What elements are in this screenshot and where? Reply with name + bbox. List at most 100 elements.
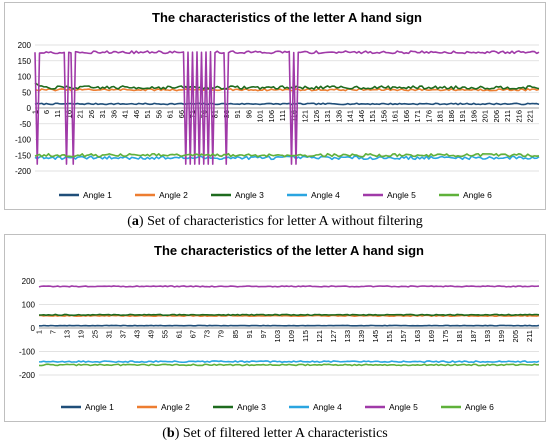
x-tick-label: 81 xyxy=(211,110,220,118)
x-tick-label: 201 xyxy=(481,110,490,123)
x-tick-label: 196 xyxy=(469,110,478,123)
y-tick-label: -150 xyxy=(15,151,32,160)
x-tick-label: 101 xyxy=(256,110,265,123)
y-tick-label: 150 xyxy=(18,57,32,66)
x-tick-label: 175 xyxy=(441,330,450,343)
x-tick-label: 151 xyxy=(368,110,377,123)
series-line-angle-3 xyxy=(38,313,540,317)
x-tick-label: 31 xyxy=(105,330,114,338)
chart-b-frame: The characteristics of the letter A hand… xyxy=(4,234,546,422)
y-tick-label: 50 xyxy=(22,88,31,97)
x-tick-label: 205 xyxy=(511,330,520,343)
x-tick-label: 103 xyxy=(273,330,282,343)
x-tick-label: 41 xyxy=(121,110,130,118)
chart-b: The characteristics of the letter A hand… xyxy=(19,243,540,412)
x-tick-label: 79 xyxy=(217,330,226,338)
x-tick-label: 66 xyxy=(177,110,186,118)
series-line-angle-3 xyxy=(34,82,540,90)
x-tick-label: 85 xyxy=(231,330,240,338)
x-tick-label: 21 xyxy=(76,110,85,118)
x-tick-label: 199 xyxy=(497,330,506,343)
figure-panel-b: The characteristics of the letter A hand… xyxy=(0,232,550,446)
x-tick-label: 161 xyxy=(391,110,400,123)
x-tick-label: 127 xyxy=(329,330,338,343)
x-tick-label: 11 xyxy=(53,110,62,118)
y-tick-label: 100 xyxy=(18,73,32,82)
x-tick-label: 211 xyxy=(525,330,534,342)
x-tick-label: 115 xyxy=(301,330,310,342)
x-tick-label: 163 xyxy=(413,330,422,343)
series-line-angle-5 xyxy=(38,285,540,288)
x-tick-label: 211 xyxy=(503,110,512,122)
x-tick-label: 157 xyxy=(399,330,408,343)
x-tick-label: 109 xyxy=(287,330,296,343)
x-tick-label: 181 xyxy=(436,110,445,123)
x-tick-label: 96 xyxy=(244,110,253,118)
y-tick-label: 0 xyxy=(27,104,32,113)
x-tick-label: 139 xyxy=(357,330,366,343)
x-tick-label: 151 xyxy=(385,330,394,343)
x-tick-label: 86 xyxy=(222,110,231,118)
x-tick-label: 186 xyxy=(447,110,456,123)
caption-a-text: Set of characteristics for letter A with… xyxy=(147,214,423,229)
x-tick-label: 46 xyxy=(132,110,141,118)
x-tick-label: 61 xyxy=(175,330,184,338)
x-tick-label: 193 xyxy=(483,330,492,343)
legend-label: Angle 2 xyxy=(161,402,190,412)
x-tick-label: 73 xyxy=(203,330,212,338)
x-tick-label: 37 xyxy=(119,330,128,338)
x-tick-label: 26 xyxy=(87,110,96,118)
x-tick-label: 181 xyxy=(455,330,464,343)
series-line-angle-5 xyxy=(34,50,540,165)
series-line-angle-4 xyxy=(38,360,540,364)
x-tick-label: 156 xyxy=(379,110,388,123)
y-tick-label: -200 xyxy=(15,167,32,176)
x-tick-label: 111 xyxy=(278,110,287,121)
x-tick-label: 106 xyxy=(267,110,276,123)
series-line-angle-1 xyxy=(34,102,540,106)
x-tick-label: 121 xyxy=(301,110,310,123)
legend-label: Angle 3 xyxy=(237,402,266,412)
x-tick-label: 116 xyxy=(289,110,298,122)
legend-label: Angle 5 xyxy=(389,402,418,412)
x-tick-label: 19 xyxy=(77,330,86,338)
x-tick-label: 56 xyxy=(154,110,163,118)
caption-b-text: Set of filtered letter A characteristics xyxy=(182,426,388,441)
x-tick-label: 51 xyxy=(143,110,152,118)
chart-a-frame: The characteristics of the letter A hand… xyxy=(4,2,546,210)
x-tick-label: 221 xyxy=(526,110,535,123)
caption-b-label: b xyxy=(166,426,175,441)
legend-label: Angle 6 xyxy=(465,402,494,412)
x-tick-label: 126 xyxy=(312,110,321,123)
legend-label: Angle 6 xyxy=(463,190,492,200)
legend-label: Angle 3 xyxy=(235,190,264,200)
series-line-angle-6 xyxy=(34,152,540,158)
x-tick-label: 91 xyxy=(233,110,242,118)
y-tick-label: -100 xyxy=(15,136,32,145)
legend-label: Angle 4 xyxy=(313,402,342,412)
x-tick-label: 191 xyxy=(458,110,467,123)
x-tick-label: 97 xyxy=(259,330,268,338)
x-tick-label: 13 xyxy=(63,330,72,338)
x-tick-label: 55 xyxy=(161,330,170,338)
x-tick-label: 76 xyxy=(199,110,208,118)
x-tick-label: 31 xyxy=(98,110,107,118)
x-tick-label: 176 xyxy=(424,110,433,123)
series-line-angle-2 xyxy=(38,314,540,318)
x-tick-label: 91 xyxy=(245,330,254,338)
y-tick-label: -100 xyxy=(19,348,36,357)
y-tick-label: 200 xyxy=(18,41,32,50)
x-tick-label: 36 xyxy=(109,110,118,118)
x-tick-label: 16 xyxy=(64,110,73,118)
x-tick-label: 25 xyxy=(91,330,100,338)
x-tick-label: 145 xyxy=(371,330,380,343)
legend-label: Angle 4 xyxy=(311,190,340,200)
x-tick-label: 166 xyxy=(402,110,411,123)
chart-1-title: The characteristics of the letter A hand… xyxy=(154,243,424,258)
x-tick-label: 187 xyxy=(469,330,478,343)
x-tick-label: 216 xyxy=(514,110,523,123)
series-line-angle-6 xyxy=(38,363,540,367)
series-line-angle-2 xyxy=(34,87,540,92)
legend-label: Angle 1 xyxy=(83,190,112,200)
x-tick-label: 131 xyxy=(323,110,332,123)
